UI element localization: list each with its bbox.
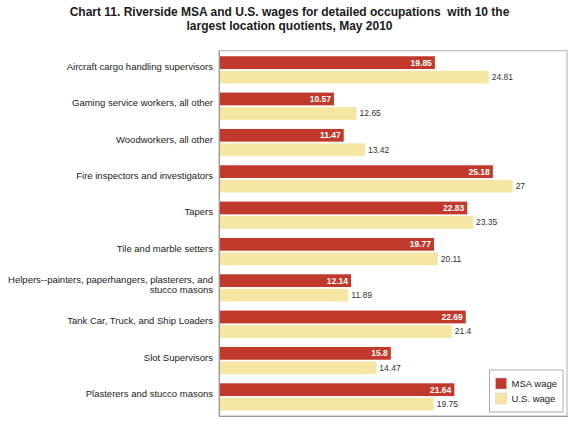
x-axis (220, 416, 568, 417)
bar (219, 93, 334, 106)
y-tick: Gaming service workers, all other (72, 97, 213, 108)
y-tick-label: Slot Supervisors (144, 352, 213, 363)
data-label: 23.35 (476, 217, 498, 227)
bar (219, 252, 438, 265)
data-label: 25.18 (469, 167, 491, 177)
title: Chart 11. Riverside MSA and U.S. wages f… (70, 5, 510, 33)
data-label: 24.81 (492, 72, 514, 82)
legend-label: MSA wage (512, 378, 557, 389)
y-tick: Fire inspectors and investigators (76, 170, 213, 181)
x-axis-line (220, 416, 568, 417)
bar (219, 107, 357, 120)
y-tick: Helpers--painters, paperhangers, plaster… (8, 274, 213, 295)
legend-frame (490, 370, 563, 412)
bar (219, 129, 344, 142)
data-label: 19.85 (411, 58, 433, 68)
y-tick: Woodworkers, all other (116, 134, 213, 145)
bar (219, 202, 467, 215)
chart: Chart 11. Riverside MSA and U.S. wages f… (0, 0, 579, 426)
bar (219, 71, 489, 84)
data-label: 27 (516, 181, 526, 191)
y-tick-label: Gaming service workers, all other (72, 97, 213, 108)
y-tick-label: Tile and marble setters (117, 243, 214, 254)
bar (219, 398, 434, 411)
data-label: 21.64 (430, 385, 452, 395)
bars (219, 56, 513, 410)
data-label: 19.75 (437, 399, 459, 409)
y-tick: Plasterers and stucco masons (86, 388, 214, 399)
bar (219, 238, 434, 251)
data-label: 11.89 (351, 290, 372, 300)
y-tick-label: Helpers--painters, paperhangers, plaster… (8, 274, 213, 295)
y-tick-label: Woodworkers, all other (116, 134, 213, 145)
data-label: 20.11 (441, 254, 462, 264)
legend-label: U.S. wage (512, 393, 556, 404)
data-label: 19.77 (410, 239, 432, 249)
data-label: 21.4 (455, 326, 472, 336)
y-tick: Tile and marble setters (117, 243, 214, 254)
data-label: 11.47 (320, 130, 341, 140)
y-tick: Aircraft cargo handling supervisors (67, 61, 214, 72)
data-label: 22.83 (443, 203, 465, 213)
y-tick-label: Aircraft cargo handling supervisors (67, 61, 214, 72)
data-label: 14.47 (379, 363, 401, 373)
data-label: 10.57 (310, 94, 332, 104)
bar (219, 180, 513, 193)
y-tick-label: Fire inspectors and investigators (76, 170, 213, 181)
bar (219, 143, 365, 156)
data-label: 15.8 (371, 348, 388, 358)
y-tick-label: Plasterers and stucco masons (86, 388, 214, 399)
legend-swatch (496, 393, 507, 404)
bar (219, 289, 348, 302)
y-tick-label: Tank Car, Truck, and Ship Loaders (67, 315, 213, 326)
data-labels: 19.85 10.57 11.47 25.18 22.83 19.77 12.14 22.69… (310, 58, 526, 410)
y-axis-line (219, 51, 220, 416)
y-tick: Tank Car, Truck, and Ship Loaders (67, 315, 213, 326)
plot-frame (219, 51, 567, 416)
data-label: 13.42 (368, 145, 390, 155)
legend: MSA wage U.S. wage (490, 370, 563, 412)
bar (219, 274, 351, 287)
legend-swatch (496, 378, 507, 389)
y-tick: Slot Supervisors (144, 352, 213, 363)
bar (219, 311, 466, 324)
bar (219, 347, 391, 360)
y-axis: Aircraft cargo handling supervisors Gamin… (8, 51, 219, 416)
bar (219, 165, 493, 178)
data-label: 12.14 (327, 276, 349, 286)
bar (219, 383, 454, 396)
bar (219, 216, 473, 229)
y-tick: Tapers (184, 206, 213, 217)
bar (219, 56, 435, 69)
y-tick-label: Tapers (184, 206, 213, 217)
bar (219, 325, 452, 338)
data-label: 22.69 (441, 312, 463, 322)
data-label: 12.65 (360, 108, 382, 118)
bar (219, 361, 376, 374)
